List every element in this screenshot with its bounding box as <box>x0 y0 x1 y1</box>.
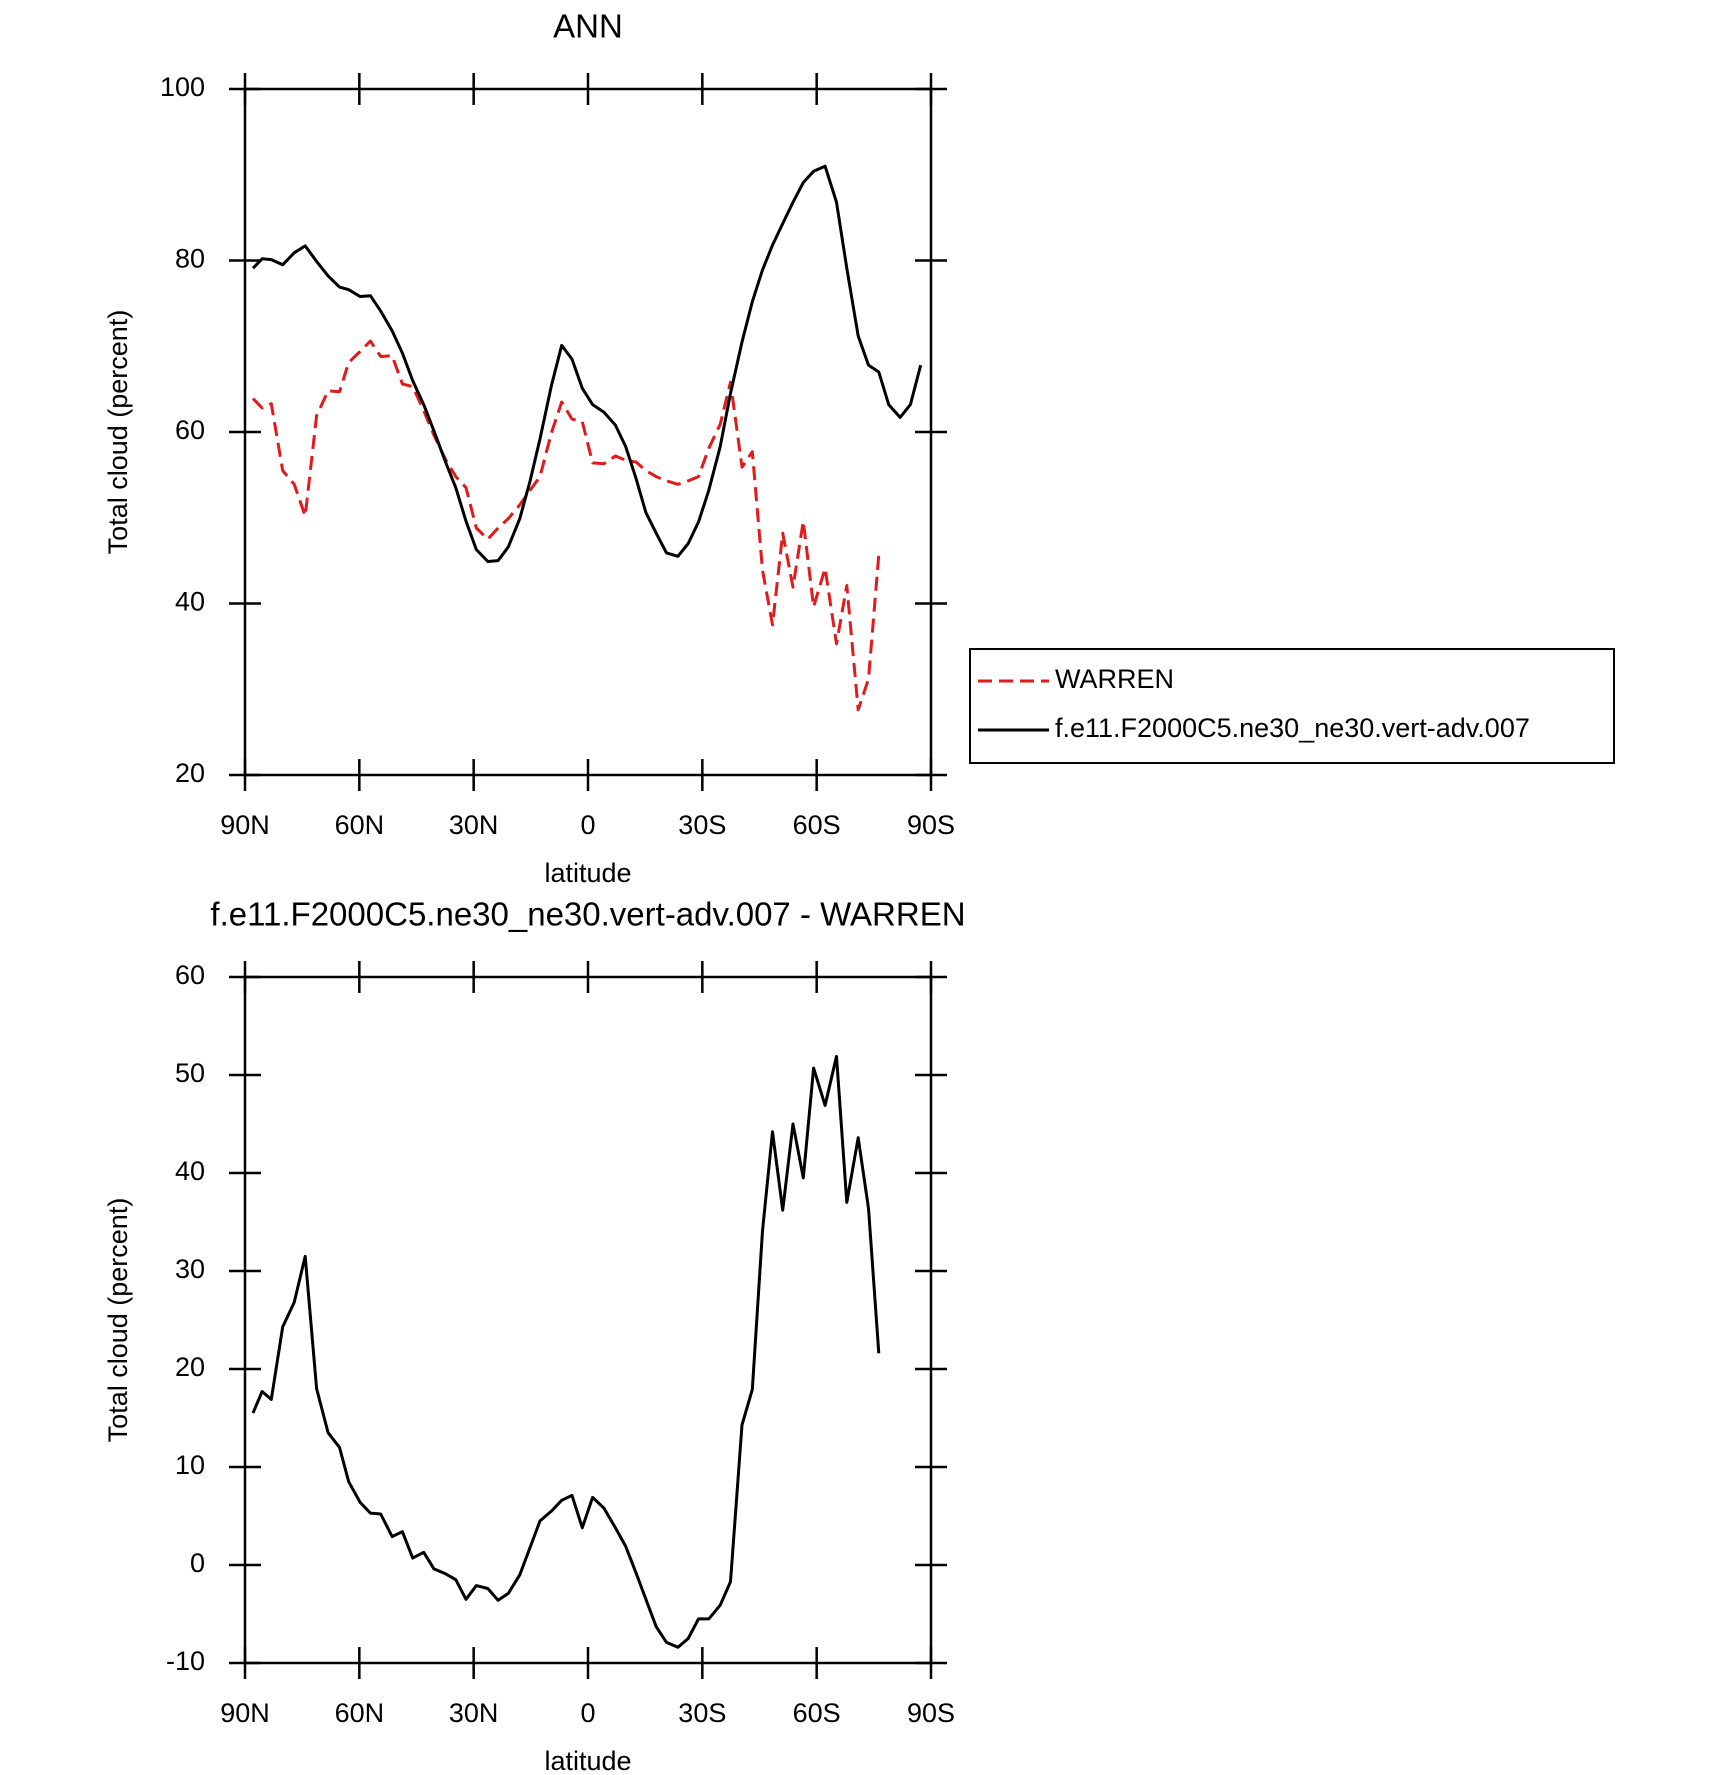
y-tick-label: 100 <box>160 72 205 102</box>
legend-box <box>969 648 1615 764</box>
y-tick-label: 20 <box>175 1352 205 1382</box>
chart-title: f.e11.F2000C5.ne30_ne30.vert-adv.007 - W… <box>210 896 965 933</box>
x-axis-label: latitude <box>544 858 631 888</box>
x-tick-label: 60N <box>335 1698 385 1728</box>
x-tick-label: 30S <box>678 1698 726 1728</box>
y-tick-label: 50 <box>175 1058 205 1088</box>
chart-title: ANN <box>553 8 623 45</box>
y-tick-label: 60 <box>175 415 205 445</box>
series-line <box>251 164 923 563</box>
y-axis-label: Total cloud (percent) <box>103 310 133 555</box>
y-tick-label: 80 <box>175 244 205 274</box>
y-tick-label: 10 <box>175 1450 205 1480</box>
plot-frame <box>243 87 933 777</box>
x-axis-label: latitude <box>544 1746 631 1775</box>
x-tick-label: 90S <box>907 1698 955 1728</box>
series-line <box>251 339 881 712</box>
y-tick-label: 0 <box>190 1548 205 1578</box>
x-tick-label: 60S <box>793 1698 841 1728</box>
x-tick-label: 0 <box>580 1698 595 1728</box>
x-tick-label: 30N <box>449 1698 499 1728</box>
series-line <box>251 1054 881 1649</box>
x-tick-label: 60S <box>793 810 841 840</box>
legend-label: f.e11.F2000C5.ne30_ne30.vert-adv.007 <box>1055 713 1530 743</box>
y-tick-label: -10 <box>166 1646 205 1676</box>
x-tick-label: 90N <box>220 1698 270 1728</box>
x-tick-label: 0 <box>580 810 595 840</box>
y-tick-label: 40 <box>175 1156 205 1186</box>
x-tick-label: 90S <box>907 810 955 840</box>
x-tick-label: 90N <box>220 810 270 840</box>
y-tick-label: 20 <box>175 758 205 788</box>
plot-frame <box>243 975 933 1665</box>
y-tick-label: 40 <box>175 587 205 617</box>
y-axis-label: Total cloud (percent) <box>103 1198 133 1443</box>
x-tick-label: 30S <box>678 810 726 840</box>
y-tick-label: 60 <box>175 960 205 990</box>
y-tick-label: 30 <box>175 1254 205 1284</box>
x-tick-label: 60N <box>335 810 385 840</box>
legend-label: WARREN <box>1055 664 1174 694</box>
x-tick-label: 30N <box>449 810 499 840</box>
